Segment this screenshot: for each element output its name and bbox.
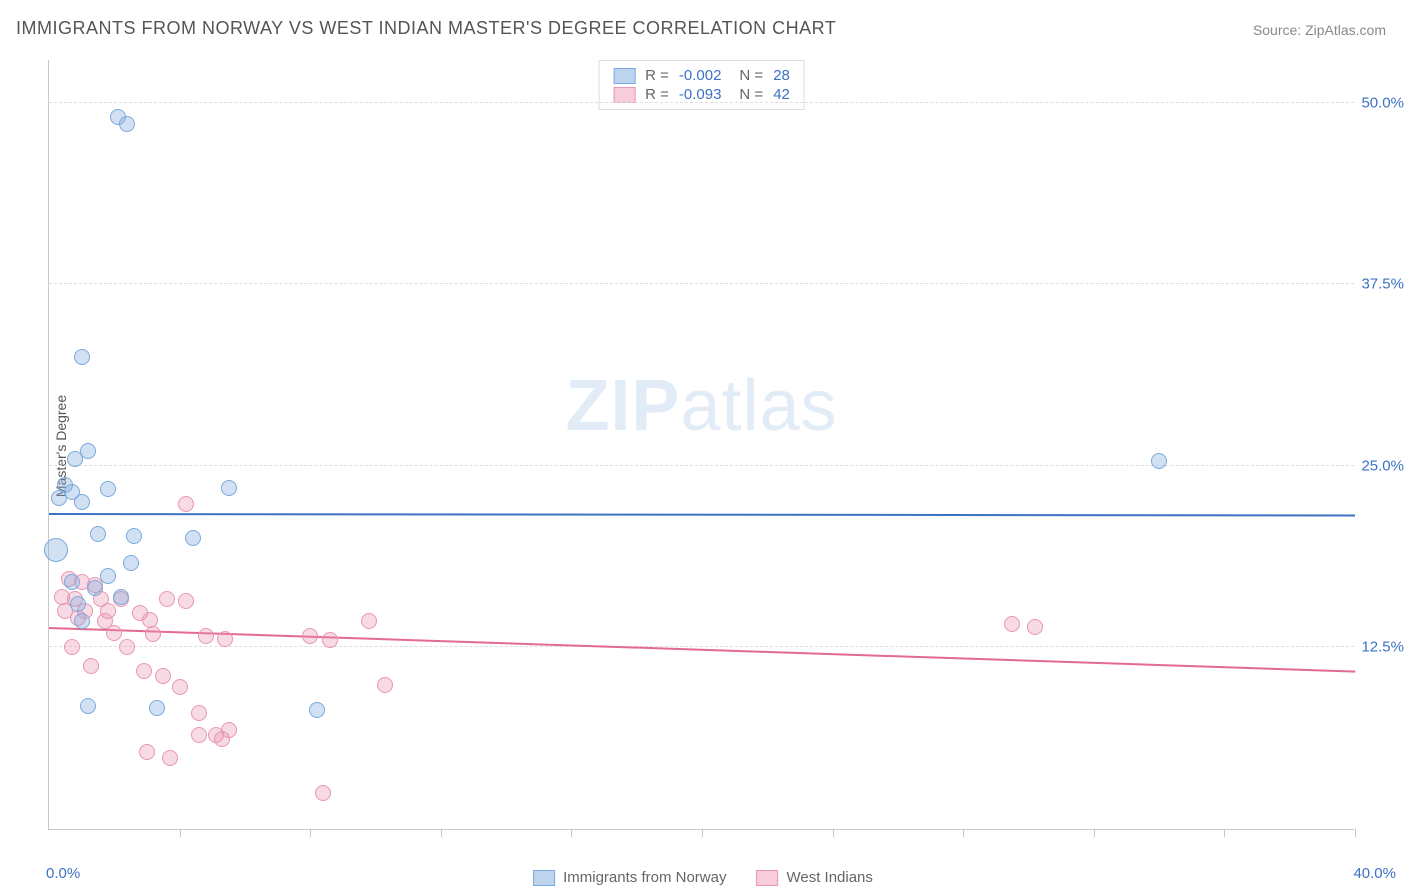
legend-swatch [756, 870, 778, 886]
west-indian-point [191, 705, 207, 721]
west-indian-point [139, 744, 155, 760]
west-indian-point [377, 677, 393, 693]
legend-n-label: N = [739, 86, 763, 103]
norway-point [126, 528, 142, 544]
x-axis-max-label: 40.0% [1353, 865, 1396, 882]
west-indian-point [145, 626, 161, 642]
west-indian-point [155, 668, 171, 684]
legend-n-value: 42 [773, 86, 790, 103]
norway-point [80, 698, 96, 714]
chart-title: IMMIGRANTS FROM NORWAY VS WEST INDIAN MA… [16, 18, 836, 39]
norway-point [185, 530, 201, 546]
west-indian-point [162, 750, 178, 766]
norway-point [74, 349, 90, 365]
norway-point [119, 116, 135, 132]
y-tick-label: 25.0% [1360, 457, 1404, 474]
watermark-atlas: atlas [680, 366, 837, 446]
norway-point [1151, 453, 1167, 469]
norway-point [74, 613, 90, 629]
legend-swatch [533, 870, 555, 886]
west-indian-point [178, 593, 194, 609]
norway-point [100, 481, 116, 497]
legend-swatch [613, 68, 635, 84]
grid-line [49, 102, 1354, 103]
norway-point [70, 596, 86, 612]
norway-point [87, 580, 103, 596]
x-tick [571, 829, 572, 837]
west-indian-point [1004, 616, 1020, 632]
west-indian-point [119, 639, 135, 655]
legend-correlation-row: R = -0.002 N = 28 [613, 67, 790, 84]
west-indian-point [159, 591, 175, 607]
y-tick-label: 37.5% [1360, 276, 1404, 293]
legend-r-label: R = [645, 67, 669, 84]
legend-n-label: N = [739, 67, 763, 84]
x-tick [833, 829, 834, 837]
west-indian-point [322, 632, 338, 648]
legend-r-value: -0.002 [679, 67, 722, 84]
west-indian-point [198, 628, 214, 644]
watermark: ZIPatlas [565, 365, 837, 447]
legend-swatch [613, 87, 635, 103]
west-indian-point [136, 663, 152, 679]
x-axis-min-label: 0.0% [46, 865, 80, 882]
y-tick-label: 12.5% [1360, 639, 1404, 656]
y-tick-label: 50.0% [1360, 94, 1404, 111]
legend-series-label: West Indians [786, 869, 872, 886]
norway-point [64, 574, 80, 590]
trend-line [49, 627, 1355, 673]
west-indian-point [172, 679, 188, 695]
west-indian-point [178, 496, 194, 512]
legend-correlation-row: R = -0.093 N = 42 [613, 86, 790, 103]
x-tick [702, 829, 703, 837]
x-tick [1224, 829, 1225, 837]
x-tick [1094, 829, 1095, 837]
norway-point [74, 494, 90, 510]
plot-area: ZIPatlas R =-0.002N =28R =-0.093N =42 12… [48, 60, 1354, 830]
chart-container: IMMIGRANTS FROM NORWAY VS WEST INDIAN MA… [0, 0, 1406, 892]
west-indian-point [191, 727, 207, 743]
west-indian-point [221, 722, 237, 738]
norway-point [149, 700, 165, 716]
west-indian-point [217, 631, 233, 647]
norway-point [221, 480, 237, 496]
legend-series-item: Immigrants from Norway [533, 869, 726, 886]
legend-series-label: Immigrants from Norway [563, 869, 726, 886]
norway-point [123, 555, 139, 571]
x-tick [310, 829, 311, 837]
west-indian-point [106, 625, 122, 641]
chart-source: Source: ZipAtlas.com [1253, 22, 1386, 38]
legend-r-value: -0.093 [679, 86, 722, 103]
west-indian-point [83, 658, 99, 674]
norway-point [90, 526, 106, 542]
x-tick [1355, 829, 1356, 837]
grid-line [49, 283, 1354, 284]
legend-series-item: West Indians [756, 869, 872, 886]
legend-series: Immigrants from Norway West Indians [533, 869, 873, 886]
west-indian-point [64, 639, 80, 655]
west-indian-point [1027, 619, 1043, 635]
watermark-zip: ZIP [565, 366, 680, 446]
trend-line [49, 513, 1355, 516]
west-indian-point [142, 612, 158, 628]
grid-line [49, 646, 1354, 647]
west-indian-point [315, 785, 331, 801]
west-indian-point [361, 613, 377, 629]
norway-point [113, 589, 129, 605]
x-tick [963, 829, 964, 837]
x-tick [180, 829, 181, 837]
norway-point [67, 451, 83, 467]
legend-r-label: R = [645, 86, 669, 103]
norway-point [309, 702, 325, 718]
norway-point [44, 538, 68, 562]
norway-point [51, 490, 67, 506]
legend-n-value: 28 [773, 67, 790, 84]
x-tick [441, 829, 442, 837]
west-indian-point [302, 628, 318, 644]
norway-point [100, 568, 116, 584]
